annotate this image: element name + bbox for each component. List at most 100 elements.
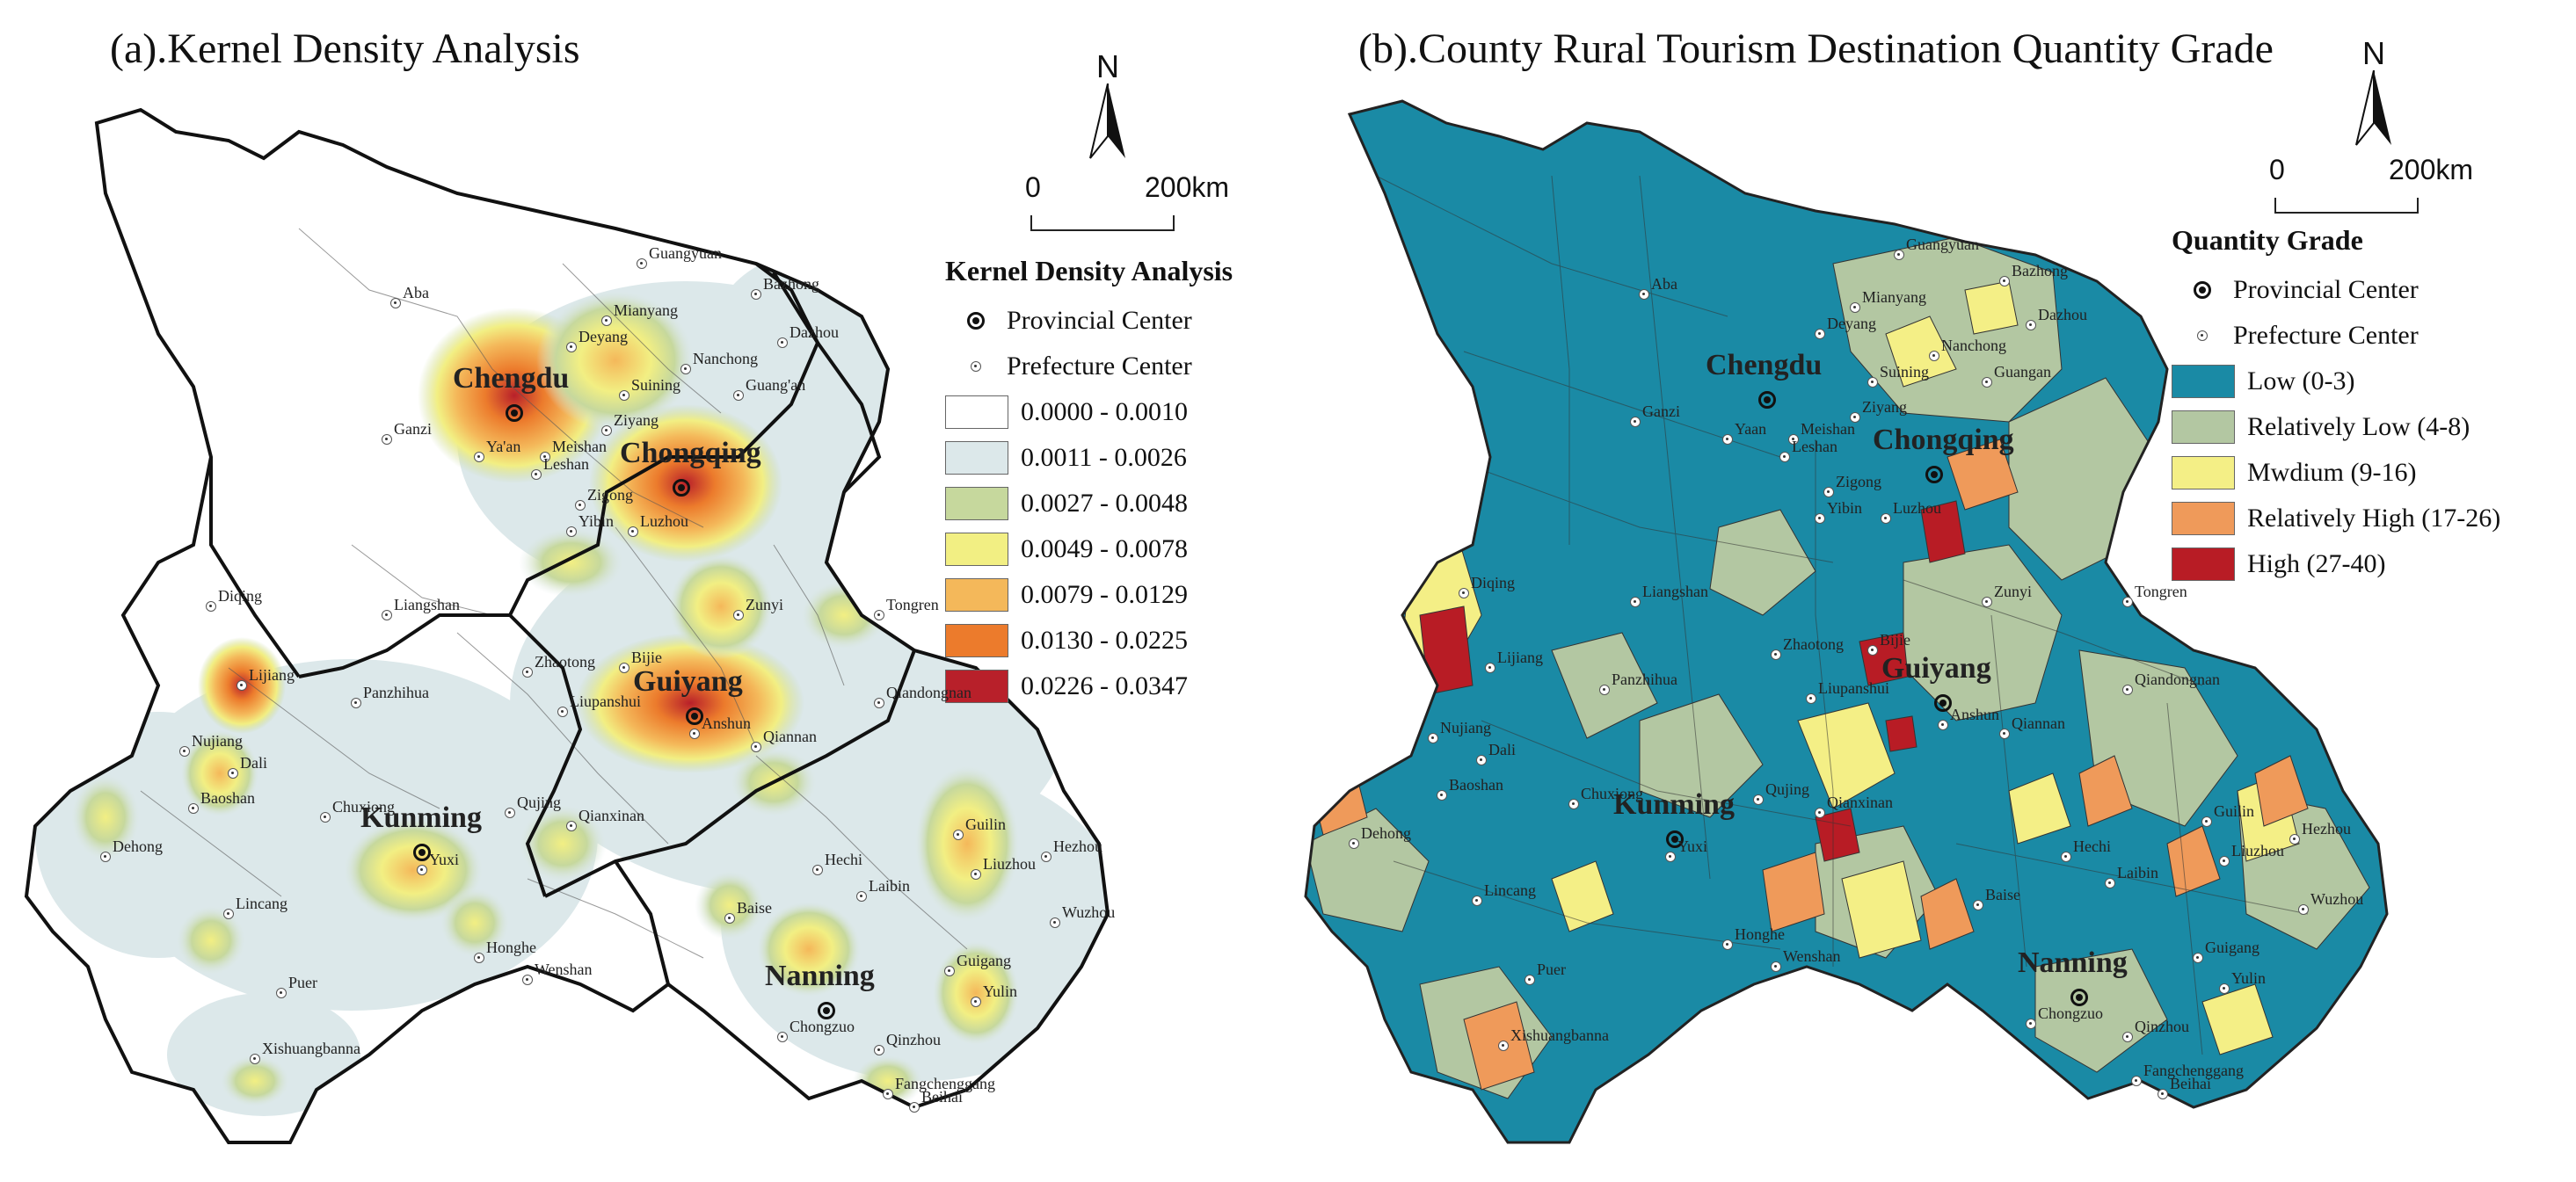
prefecture-center-label: Qianxinan (1827, 794, 1893, 811)
prefecture-center-label: Honghe (486, 939, 536, 956)
prefecture-center-label: Yibin (1827, 499, 1863, 517)
prefecture-center-icon (2122, 597, 2133, 607)
prefecture-center-label: Nujiang (192, 732, 243, 750)
scale-bar: 0 200km (2269, 154, 2473, 224)
legend-class-label: Low (0-3) (2247, 366, 2355, 395)
prefecture-center-icon (689, 729, 700, 739)
prefecture-center-icon (874, 1045, 884, 1055)
prefecture-center-label: Liangshan (394, 596, 460, 613)
prefecture-center-icon (2298, 904, 2309, 915)
prefecture-center-icon (1771, 649, 1781, 660)
prefecture-center-label: Mianyang (614, 301, 678, 319)
prefecture-center-label: Aba (1651, 275, 1677, 293)
prefecture-center-label: Meishan (552, 438, 607, 455)
prefecture-center-label: Anshun (702, 714, 752, 732)
prefecture-center-label: Ganzi (394, 420, 432, 438)
legend-label: Provincial Center (1007, 306, 1192, 335)
prefecture-center-icon (1459, 588, 1469, 598)
prefecture-center-icon (1867, 377, 1878, 388)
prefecture-center-icon (601, 315, 612, 326)
provincial-center-icon (967, 312, 985, 330)
legend-swatch (945, 624, 1008, 657)
prefecture-center-label: Tongren (886, 596, 939, 613)
prefecture-center-icon (223, 909, 234, 919)
prefecture-center-label: Leshan (1792, 438, 1837, 455)
prefecture-center-icon (1599, 685, 1610, 695)
panel-b-title: (b).County Rural Tourism Destination Qua… (1358, 25, 2274, 72)
legend-class-row: 0.0226 - 0.0347 (945, 664, 1233, 709)
prefecture-center-icon (1982, 597, 1992, 607)
legend-class-label: 0.0130 - 0.0225 (1021, 626, 1188, 655)
prefecture-center-label: Dazhou (790, 323, 839, 341)
prefecture-center-icon (522, 975, 533, 985)
prefecture-center-label: Wuzhou (1062, 903, 1116, 921)
prefecture-center-label: Baoshan (1449, 776, 1503, 794)
prefecture-center-label: Guigang (957, 952, 1011, 969)
prefecture-center-icon (566, 821, 577, 831)
prefecture-center-icon (540, 452, 550, 462)
prefecture-center-icon (1815, 808, 1825, 818)
provincial-center-label: Nanning (2018, 946, 2128, 979)
prefecture-center-icon (566, 342, 577, 352)
prefecture-center-label: Nanchong (693, 350, 758, 367)
prefecture-center-label: Zunyi (1994, 583, 2032, 600)
prefecture-center-label: Ziyang (1862, 398, 1907, 416)
prefecture-center-label: Baoshan (200, 789, 255, 807)
prefecture-center-icon (1894, 250, 1904, 260)
prefecture-center-label: Yuxi (429, 851, 460, 868)
prefecture-center-label: Liangshan (1642, 583, 1708, 600)
legend-class-row: 0.0011 - 0.0026 (945, 435, 1233, 481)
prefecture-center-icon (474, 452, 484, 462)
prefecture-center-icon (2026, 320, 2036, 330)
legend-label: Prefecture Center (2233, 321, 2419, 350)
prefecture-center-label: Bijie (1880, 631, 1910, 649)
prefecture-center-label: Panzhihua (1612, 671, 1677, 688)
prefecture-center-label: Diqing (1471, 574, 1516, 591)
prefecture-center-label: Yuxi (1677, 838, 1708, 855)
prefecture-center-icon (1476, 755, 1487, 765)
legend-swatch (2172, 502, 2235, 535)
prefecture-center-label: Tongren (2135, 583, 2187, 600)
prefecture-center-label: Leshan (543, 455, 589, 473)
prefecture-center-icon (601, 425, 612, 436)
prefecture-center-icon (474, 953, 484, 963)
north-arrow-icon (1089, 83, 1125, 159)
provincial-center-label: Kunming (360, 801, 482, 834)
prefecture-center-icon (351, 698, 361, 708)
prefecture-center-label: Dehong (113, 838, 163, 855)
legend-class-row: 0.0130 - 0.0225 (945, 618, 1233, 664)
legend-class-list: 0.0000 - 0.0010 0.0011 - 0.0026 0.0027 - 0… (945, 389, 1233, 709)
prefecture-center-label: Ya'an (486, 438, 521, 455)
prefecture-center-label: Chuxiong (1581, 785, 1644, 802)
prefecture-center-icon (1428, 733, 1438, 743)
prefecture-center-label: Diqing (218, 587, 263, 605)
provincial-center-label: Chengdu (453, 362, 570, 395)
north-arrow-icon (2355, 70, 2391, 146)
prefecture-center-icon (2219, 856, 2230, 867)
prefecture-center-icon (1823, 487, 1834, 497)
prefecture-center-icon (1050, 917, 1060, 928)
legend-swatch (945, 487, 1008, 520)
legend-class-row: 0.0079 - 0.0129 (945, 572, 1233, 618)
prefecture-center-label: Guilin (965, 816, 1007, 833)
prefecture-center-label: Suining (1880, 363, 1930, 381)
provincial-center-label: Chengdu (1706, 349, 1823, 381)
prefecture-center-icon (909, 1102, 920, 1113)
prefecture-center-label: Qianxinan (579, 807, 644, 824)
prefecture-center-label: Wenshan (535, 961, 593, 978)
prefecture-center-icon (1806, 693, 1816, 704)
legend-class-row: 0.0049 - 0.0078 (945, 526, 1233, 572)
legend-swatch (2172, 365, 2235, 398)
prefecture-center-label: Qiannan (763, 728, 817, 745)
prefecture-center-icon (971, 361, 981, 372)
prefecture-center-label: Zhaotong (1783, 635, 1844, 653)
prefecture-center-icon (2026, 1019, 2036, 1029)
prefecture-center-icon (100, 852, 111, 862)
prefecture-center-label: Beihai (2170, 1075, 2211, 1092)
north-arrow: N (2343, 35, 2405, 149)
provincial-center-label: Kunming (1613, 788, 1735, 821)
prefecture-center-icon (522, 667, 533, 678)
prefecture-center-label: Puer (288, 974, 317, 991)
prefecture-center-icon (637, 258, 647, 269)
kernel-density-panel: (a).Kernel Density Analysis N 0 200km Ke… (25, 25, 1233, 1144)
